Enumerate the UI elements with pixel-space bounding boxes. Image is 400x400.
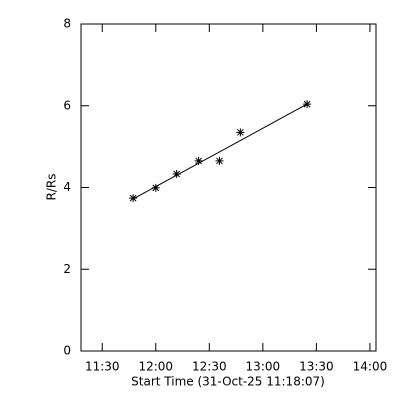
data-point	[151, 183, 160, 192]
data-point	[236, 128, 245, 137]
x-tick-label: 13:30	[299, 360, 334, 374]
data-point	[172, 170, 181, 179]
y-tick-label: 8	[63, 17, 71, 31]
x-tick-label: 11:30	[85, 360, 120, 374]
x-tick-label: 12:30	[192, 360, 227, 374]
y-axis-label: R/Rs	[45, 174, 59, 201]
y-tick-label: 0	[63, 344, 71, 358]
data-point	[303, 100, 312, 109]
data-point	[194, 156, 203, 165]
y-tick-label: 6	[63, 98, 71, 112]
x-tick-label: 14:00	[353, 360, 388, 374]
data-point	[129, 194, 138, 203]
x-axis-label: Start Time (31-Oct-25 11:18:07)	[131, 375, 325, 389]
data-point	[215, 156, 224, 165]
y-tick-label: 4	[63, 180, 71, 194]
x-tick-label: 12:00	[138, 360, 173, 374]
x-tick-label: 13:00	[246, 360, 281, 374]
plot-frame	[80, 23, 377, 352]
y-tick-label: 2	[63, 262, 71, 276]
fit-line	[132, 103, 308, 200]
